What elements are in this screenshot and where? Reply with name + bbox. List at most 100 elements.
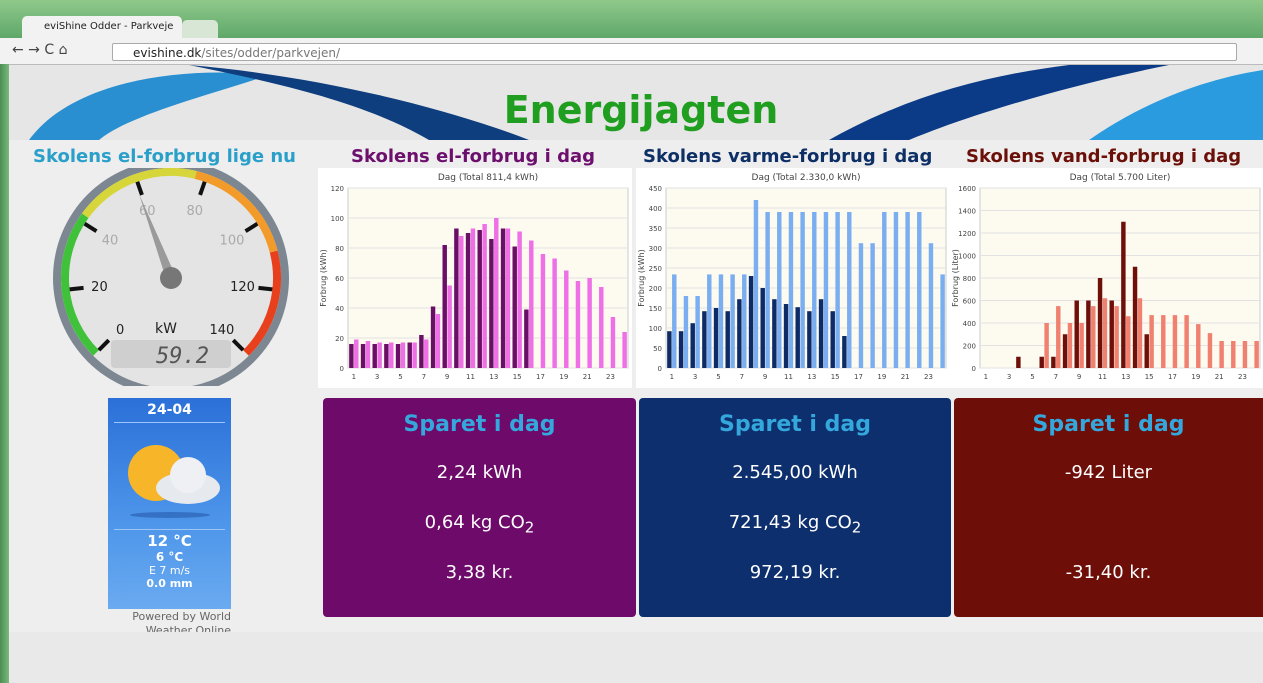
y-tick-label: 250 <box>649 265 662 273</box>
co2-sub: 2 <box>851 518 862 537</box>
y-tick-label: 150 <box>649 305 662 313</box>
y-tick-label: 80 <box>335 245 344 253</box>
bar <box>442 245 447 368</box>
gauge-tick-label: 40 <box>102 234 119 249</box>
gauge-band <box>61 213 99 356</box>
x-tick-label: 3 <box>1007 373 1011 381</box>
bar <box>830 311 835 368</box>
bar <box>384 344 389 368</box>
bar <box>807 311 812 368</box>
weather-date: 24-04 <box>147 402 192 418</box>
bar <box>1207 333 1213 368</box>
x-tick-label: 23 <box>1238 373 1247 381</box>
bar <box>678 331 684 368</box>
bar <box>470 228 476 368</box>
bar <box>858 243 864 368</box>
co2-text: 0,64 kg CO <box>424 512 525 533</box>
x-tick-label: 5 <box>716 373 720 381</box>
y-axis-label: Forbrug (kWh) <box>637 249 646 306</box>
bar <box>928 243 934 368</box>
bar <box>1097 278 1103 368</box>
bar <box>389 342 394 368</box>
bar <box>1114 306 1119 368</box>
cloud <box>170 457 206 493</box>
x-tick-label: 7 <box>1054 373 1058 381</box>
x-tick-label: 23 <box>924 373 933 381</box>
bar <box>783 304 789 368</box>
x-tick-label: 9 <box>1077 373 1081 381</box>
address-bar[interactable]: evishine.dk/sites/odder/parkvejen/ <box>112 43 1237 61</box>
weather-widget: 24-04 12 °C 6 °C E 7 m/s 0.0 mm <box>108 398 231 609</box>
energy: -942 Liter <box>1064 462 1153 483</box>
needle-hub <box>160 267 182 289</box>
gauge-tick <box>198 181 207 196</box>
y-tick-label: 100 <box>649 325 662 333</box>
co2: 721,43 kg CO2 <box>639 512 951 537</box>
new-tab[interactable] <box>182 20 218 38</box>
bar <box>718 274 724 368</box>
bar <box>477 230 482 368</box>
y-tick-label: 120 <box>331 185 344 193</box>
gauge-tick-label: 0 <box>116 323 124 338</box>
bar <box>430 306 436 368</box>
chart: Dag (Total 811,4 kWh) Forbrug (kWh) 0 20 40 6… <box>318 168 632 388</box>
x-tick-label: 5 <box>398 373 402 381</box>
savings-panel: Sparet i dag 2,24 kWh 0,64 kg CO2 3,38 k… <box>323 398 636 617</box>
bar <box>454 228 459 368</box>
bar <box>748 276 754 368</box>
bar <box>465 233 471 368</box>
y-tick-label: 20 <box>335 335 344 343</box>
gauge-unit: kW <box>155 321 177 337</box>
bar <box>823 212 829 368</box>
digital-value: 59.2 <box>156 344 209 369</box>
x-tick-label: 17 <box>854 373 863 381</box>
y-tick-label: 1200 <box>958 230 976 238</box>
bar <box>505 228 511 368</box>
bar <box>360 344 366 368</box>
bar <box>667 331 672 368</box>
bar <box>1086 300 1091 368</box>
bar <box>812 212 817 368</box>
nav-buttons[interactable]: ← → C ⌂ <box>12 42 68 58</box>
bar <box>940 274 945 368</box>
bar <box>690 323 695 368</box>
y-tick-label: 300 <box>649 245 662 253</box>
x-tick-label: 7 <box>740 373 744 381</box>
gauge-tick <box>135 181 144 196</box>
gauge-band <box>82 168 197 219</box>
x-tick-label: 3 <box>693 373 697 381</box>
y-tick-label: 40 <box>335 305 344 313</box>
window-edge <box>0 64 9 683</box>
y-tick-label: 800 <box>963 275 976 283</box>
bar <box>575 281 581 368</box>
x-tick-label: 19 <box>1191 373 1200 381</box>
bar <box>1137 298 1143 368</box>
gauge-tick <box>244 222 259 233</box>
y-tick-label: 0 <box>340 365 344 373</box>
bar <box>610 317 616 368</box>
swoosh <box>1089 70 1263 140</box>
bar <box>622 332 627 368</box>
x-tick-label: 13 <box>807 373 816 381</box>
bar <box>1067 323 1073 368</box>
y-tick-label: 60 <box>335 275 344 283</box>
energy: 2,24 kWh <box>436 462 523 483</box>
bar <box>1161 315 1166 368</box>
y-tick-label: 400 <box>649 205 662 213</box>
x-tick-label: 17 <box>1168 373 1177 381</box>
x-tick-label: 11 <box>1098 373 1107 381</box>
x-tick-label: 15 <box>831 373 840 381</box>
swoosh <box>189 65 529 140</box>
bar <box>917 212 922 368</box>
y-tick-label: 400 <box>963 320 976 328</box>
chart-title: Dag (Total 5.700 Liter) <box>1070 173 1171 183</box>
gauge-tick-label: 120 <box>230 280 255 295</box>
money: -31,40 kr. <box>1065 562 1152 583</box>
bar <box>1121 221 1126 368</box>
x-tick-label: 9 <box>445 373 449 381</box>
bar <box>512 246 517 368</box>
energy: 2.545,00 kWh <box>732 462 858 483</box>
bar <box>742 274 747 368</box>
bar <box>683 296 689 368</box>
tab[interactable]: eviShine Odder - Parkveje <box>22 16 182 38</box>
